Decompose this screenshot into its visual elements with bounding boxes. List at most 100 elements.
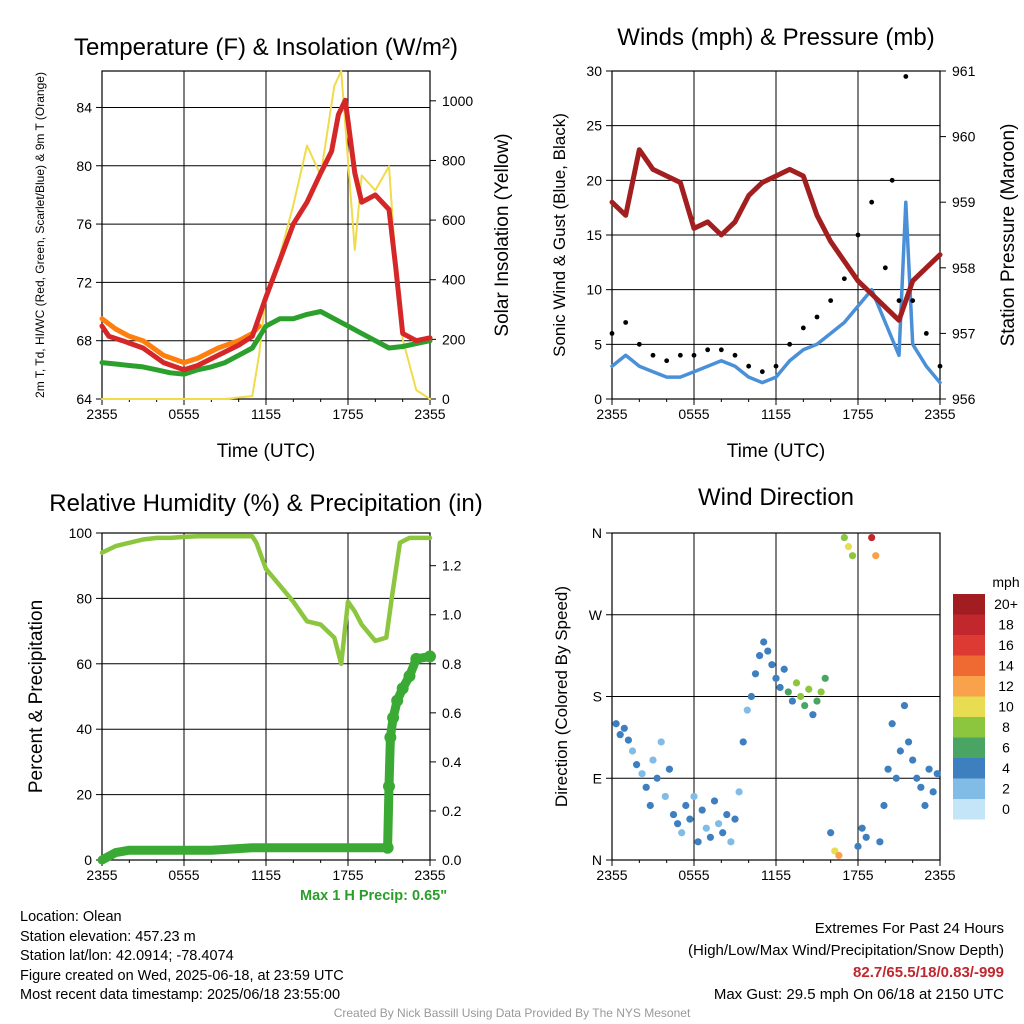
- station-info: Location: Olean Station elevation: 457.2…: [20, 908, 344, 1006]
- y2-tick-label: 957: [952, 325, 976, 341]
- y2-axis-label: Station Pressure (Maroon): [998, 124, 1019, 347]
- y-axis-label: Percent & Precipitation: [26, 600, 47, 793]
- legend-swatch: [953, 778, 985, 799]
- direction-point: [896, 747, 904, 755]
- precip-point: [391, 694, 404, 707]
- x-tick-label: 2355: [86, 406, 117, 422]
- panel-1: [611, 70, 941, 405]
- legend-swatch: [953, 758, 985, 779]
- x-tick-label: 2355: [596, 867, 627, 883]
- direction-point: [880, 801, 888, 810]
- recent-text: Most recent data timestamp: 2025/06/18 2…: [20, 987, 341, 1003]
- pressure-line: [609, 147, 943, 323]
- direction-point: [633, 761, 641, 769]
- x-axis-label: Time (UTC): [217, 441, 316, 462]
- direction-point: [694, 838, 702, 846]
- sonic-wind-line: [610, 200, 942, 385]
- precip-point: [410, 652, 423, 665]
- direction-point: [788, 697, 797, 705]
- y2-tick-label: 1000: [442, 93, 473, 109]
- gust-point: [841, 276, 847, 282]
- direction-point: [854, 842, 862, 850]
- legend-swatch: [953, 676, 985, 697]
- y2-tick-label: 960: [952, 129, 976, 145]
- direction-point: [674, 820, 682, 828]
- direction-point: [884, 765, 892, 773]
- y-axis-label: 2m T, Td, HI/WC (Red, Green, Scarlet/Blu…: [33, 72, 47, 398]
- direction-point: [764, 647, 772, 655]
- y-tick-label: 76: [76, 216, 92, 232]
- direction-point: [710, 797, 719, 805]
- direction-point: [624, 736, 633, 744]
- created-text: Figure created on Wed, 2025-06-18, at 23…: [20, 967, 344, 984]
- y-tick-label: 15: [586, 227, 602, 243]
- x-tick-label: 0555: [678, 867, 709, 883]
- y-tick-label: 20: [586, 172, 602, 188]
- x-tick-label: 2355: [86, 867, 117, 883]
- y2-tick-label: 0: [442, 391, 450, 407]
- gust-point: [650, 352, 656, 358]
- direction-point: [698, 806, 706, 814]
- precip-point: [383, 780, 395, 793]
- direction-point: [616, 731, 624, 739]
- legend-swatch: [953, 696, 985, 717]
- gust-point: [759, 369, 765, 375]
- direction-point: [620, 724, 628, 732]
- y2-tick-label: 200: [442, 331, 466, 347]
- y2-tick-label: 959: [952, 194, 976, 210]
- y-tick-label: 80: [76, 590, 92, 606]
- direction-point: [892, 774, 900, 782]
- gust-point: [773, 363, 779, 369]
- x-axis-label: Time (UTC): [727, 441, 826, 462]
- y-tick-label: 0: [594, 391, 602, 407]
- direction-point: [921, 801, 929, 810]
- direction-point: [835, 851, 843, 860]
- direction-point: [702, 824, 710, 832]
- direction-point: [665, 765, 674, 773]
- direction-point: [661, 792, 669, 801]
- direction-point: [743, 706, 751, 714]
- gust-point: [746, 363, 752, 369]
- y2-tick-label: 958: [952, 260, 976, 276]
- y-tick-label: 25: [586, 118, 602, 134]
- direction-point: [723, 810, 731, 819]
- gust-point: [732, 352, 738, 358]
- direction-point: [917, 783, 925, 791]
- direction-point: [913, 774, 921, 782]
- legend-label: 18: [998, 617, 1014, 633]
- y2-tick-label: 956: [952, 391, 976, 407]
- y-tick-label: 60: [76, 656, 92, 672]
- direction-point: [929, 788, 937, 796]
- direction-point: [909, 756, 917, 764]
- y-tick-label: W: [589, 607, 603, 623]
- credit-text: Created By Nick Bassill Using Data Provi…: [333, 1006, 691, 1020]
- direction-point: [690, 792, 698, 801]
- direction-point: [756, 652, 764, 660]
- direction-point: [776, 683, 784, 692]
- y2-tick-label: 1.2: [442, 558, 462, 574]
- direction-point: [868, 533, 876, 542]
- direction-point: [657, 738, 665, 746]
- direction-point: [900, 701, 909, 710]
- y2-tick-label: 0.6: [442, 705, 462, 721]
- y-tick-label: 0: [84, 852, 92, 868]
- humidity-line: [99, 534, 433, 667]
- extremes-values: 82.7/65.5/18/0.83/-999: [853, 964, 1004, 981]
- direction-point: [784, 688, 792, 696]
- x-tick-label: 1155: [251, 406, 281, 422]
- legend-swatch: [953, 635, 985, 656]
- x-tick-label: 1755: [842, 867, 873, 883]
- direction-point: [653, 774, 661, 782]
- x-tick-label: 1755: [842, 406, 873, 422]
- gust-point: [896, 298, 902, 303]
- y2-tick-label: 0.2: [442, 803, 462, 819]
- x-tick-label: 0555: [168, 406, 199, 422]
- direction-point: [801, 701, 809, 710]
- legend-swatch: [953, 594, 985, 615]
- x-tick-label: 2355: [414, 867, 445, 883]
- x-tick-label: 0555: [168, 867, 199, 883]
- y2-tick-label: 800: [442, 152, 466, 168]
- legend-swatch: [953, 614, 985, 635]
- direction-point: [780, 665, 788, 673]
